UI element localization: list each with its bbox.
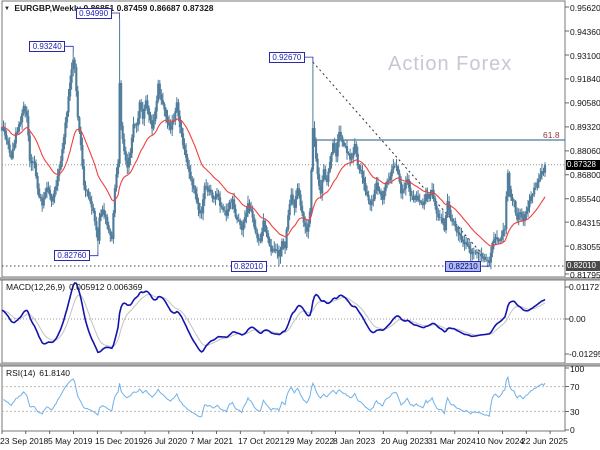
price-axis-label: 0.85540 <box>570 194 600 205</box>
trendline-dashed[interactable] <box>312 61 490 263</box>
rsi-axis-label: 30 <box>570 407 580 417</box>
price-axis-label: 0.88060 <box>570 146 600 157</box>
date-axis-label: 7 Mar 2021 <box>190 436 233 446</box>
price-annotation-label[interactable]: 0.82760 <box>53 250 90 262</box>
price-axis-label: 0.91840 <box>570 74 600 85</box>
collapse-arrow-icon[interactable]: ▼ <box>4 6 10 12</box>
rsi-value: 61.8140 <box>39 368 71 378</box>
macd-plot <box>1 282 565 354</box>
ohlc-bar-bodies <box>0 59 547 263</box>
rsi-axis-label: 100 <box>570 364 585 374</box>
current-price-badge: 0.87328 <box>566 159 600 170</box>
macd-label: MACD(12,26,9) 0.005912 0.006369 <box>6 282 146 292</box>
watermark: Action Forex <box>388 53 513 75</box>
price-annotation-label[interactable]: 0.82010 <box>230 260 267 272</box>
price-axis-label: 0.81795 <box>570 269 600 280</box>
price-axis-label: 0.94360 <box>570 26 600 37</box>
macd-axis-label: 0.011727 <box>569 282 600 292</box>
symbol-timeframe: EURGBP,Weekly <box>14 3 82 13</box>
date-axis-label: 15 Dec 2019 <box>95 436 144 446</box>
rsi-axis-label: 70 <box>570 382 580 392</box>
chart-title: ▼ EURGBP,Weekly 0.86851 0.87459 0.86687 … <box>4 3 213 13</box>
price-axis-label: 0.83055 <box>570 241 600 252</box>
moving-average-line <box>1 118 546 247</box>
price-axis-label: 0.90580 <box>570 98 600 109</box>
date-axis-label: 29 May 2022 <box>285 436 335 446</box>
price-annotation-label[interactable]: 0.92670 <box>268 51 305 63</box>
rsi-plot <box>2 375 565 418</box>
date-axis-label: 8 Jan 2023 <box>333 436 376 446</box>
price-annotation-label[interactable]: 0.82210 <box>445 260 482 272</box>
macd-axis-label: 0.00 <box>569 314 586 324</box>
price-axis-label: 0.93100 <box>570 50 600 61</box>
price-axis-label: 0.84315 <box>570 217 600 228</box>
date-axis-label: 22 Jun 2025 <box>521 436 568 446</box>
date-axis-label: 20 Aug 2023 <box>381 436 429 446</box>
date-axis-label: 23 Sep 2018 <box>0 436 49 446</box>
panel-splitter[interactable] <box>0 277 600 367</box>
date-axis-label: 26 Jul 2020 <box>143 436 187 446</box>
support-price-badge: 0.82010 <box>566 261 600 271</box>
price-axis-label: 0.86800 <box>570 170 600 181</box>
ohlc-values: 0.86851 0.87459 0.86687 0.87328 <box>83 3 214 13</box>
macd-axis-label: -0.012951 <box>569 349 600 359</box>
date-axis-label: 17 Oct 2021 <box>238 436 285 446</box>
rsi-name: RSI(14) <box>6 368 36 378</box>
price-annotation-label[interactable]: 0.94990 <box>75 7 112 19</box>
annotation-connectors <box>65 12 490 267</box>
rsi-label: RSI(14) 61.8140 <box>6 368 74 378</box>
date-axis-label: 31 Mar 2024 <box>428 436 476 446</box>
macd-name: MACD(12,26,9) <box>6 282 66 292</box>
price-axis-label: 0.89320 <box>570 122 600 133</box>
fib-level-label[interactable]: 61.8 <box>543 130 560 140</box>
axis-tick-marks <box>1 6 569 434</box>
price-annotation-label[interactable]: 0.93240 <box>29 40 66 52</box>
macd-values: 0.005912 0.006369 <box>69 282 143 292</box>
price-axis-label: 0.95620 <box>570 2 600 13</box>
rsi-axis-label: 0 <box>570 425 575 435</box>
date-axis-label: 5 May 2019 <box>48 436 93 446</box>
date-axis-label: 10 Nov 2024 <box>476 436 525 446</box>
